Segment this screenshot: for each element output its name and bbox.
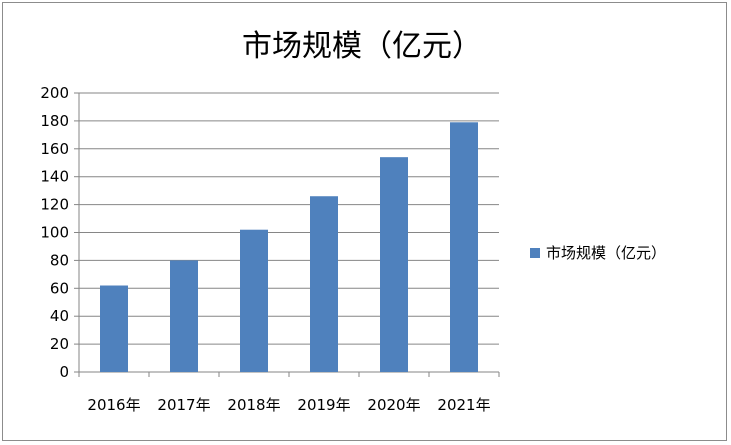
legend-label: 市场规模（亿元）	[546, 244, 666, 262]
bar	[240, 229, 268, 372]
x-tick-label: 2019年	[297, 396, 350, 414]
y-tick-label: 100	[40, 224, 69, 242]
y-tick-labels: 0 20 40 60 80 100 120 140 160 180 200	[40, 84, 69, 381]
bar	[170, 260, 198, 372]
bar	[380, 157, 408, 372]
gridlines	[79, 92, 499, 345]
x-tick-labels: 2016年 2017年 2018年 2019年 2020年 2021年	[87, 396, 490, 414]
bar	[100, 285, 128, 372]
x-tick-label: 2018年	[227, 396, 280, 414]
y-tick-label: 200	[40, 84, 69, 102]
bar	[450, 122, 478, 372]
x-tick-label: 2020年	[367, 396, 420, 414]
y-tick-label: 20	[50, 335, 69, 353]
y-tick-label: 40	[50, 307, 69, 325]
y-tick-label: 60	[50, 279, 69, 297]
x-tick-label: 2021年	[437, 396, 490, 414]
y-tick-label: 160	[40, 140, 69, 158]
x-tick-label: 2016年	[87, 396, 140, 414]
legend: 市场规模（亿元）	[530, 244, 666, 262]
y-tick-label: 0	[59, 363, 69, 381]
y-tick-label: 120	[40, 196, 69, 214]
axes	[74, 92, 500, 377]
bar	[310, 196, 338, 372]
bars	[100, 122, 478, 372]
chart-title: 市场规模（亿元）	[242, 29, 482, 64]
legend-swatch	[530, 248, 540, 258]
y-tick-label: 140	[40, 168, 69, 186]
y-tick-label: 180	[40, 112, 69, 130]
y-tick-label: 80	[50, 251, 69, 269]
x-tick-label: 2017年	[157, 396, 210, 414]
